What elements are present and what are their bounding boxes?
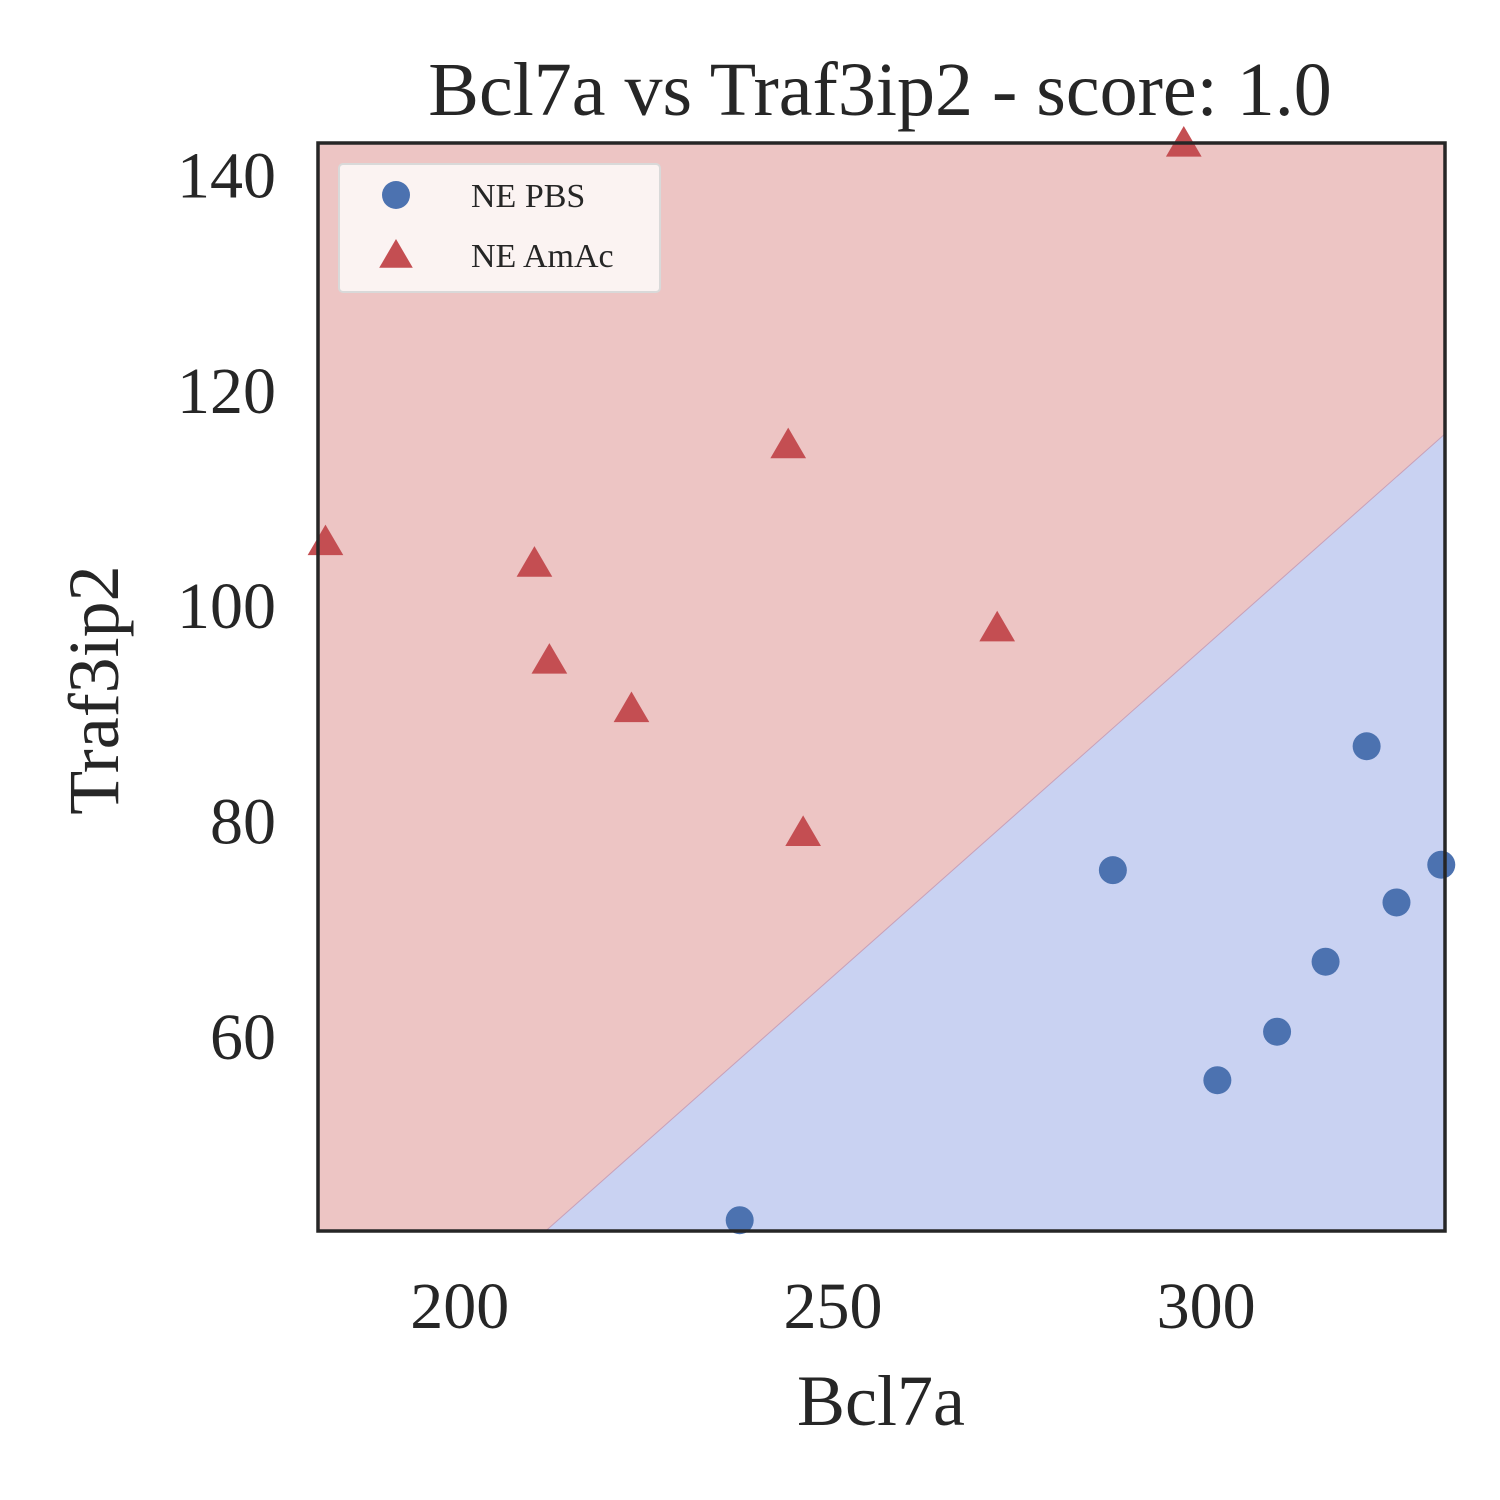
y-axis-label: Traf3ip2 <box>54 565 134 814</box>
plot-frame <box>316 141 1447 1233</box>
chart-title: Bcl7a vs Traf3ip2 - score: 1.0 <box>428 48 1331 132</box>
point-ne-pbs <box>1382 888 1411 917</box>
legend-marker-ne-amac <box>379 239 413 268</box>
point-ne-pbs <box>1427 850 1456 879</box>
decision-boundary-line <box>545 433 1445 1231</box>
legend-frame <box>338 163 661 293</box>
point-ne-amac <box>785 815 821 847</box>
point-ne-pbs <box>1311 947 1340 976</box>
y-tick-label: 60 <box>210 1001 276 1074</box>
x-tick-label: 300 <box>1157 1270 1256 1343</box>
point-ne-amac <box>516 546 553 577</box>
y-tick-label: 120 <box>177 355 276 428</box>
point-ne-amac <box>979 610 1016 642</box>
legend-label-ne-pbs: NE PBS <box>471 178 585 215</box>
y-tick-label: 80 <box>210 786 276 859</box>
point-ne-pbs <box>1352 732 1381 761</box>
legend-label-ne-amac: NE AmAc <box>471 238 614 275</box>
point-ne-pbs <box>1203 1066 1232 1095</box>
y-tick-label: 140 <box>177 139 276 212</box>
x-axis-label: Bcl7a <box>797 1361 965 1441</box>
point-ne-pbs <box>1098 856 1127 885</box>
x-tick-label: 200 <box>410 1270 509 1343</box>
point-ne-pbs <box>725 1206 754 1235</box>
legend: NE PBS NE AmAc <box>338 163 661 293</box>
point-ne-amac <box>770 427 807 459</box>
legend-marker-ne-pbs <box>382 181 410 209</box>
point-ne-amac <box>531 643 568 674</box>
point-ne-amac <box>613 691 650 723</box>
point-ne-pbs <box>1263 1017 1292 1046</box>
plot-area <box>307 126 1456 1235</box>
axis-ticks: 200 250 300 60 80 100 120 140 <box>177 139 1256 1343</box>
plot-content <box>318 143 1445 1231</box>
x-tick-label: 250 <box>783 1270 882 1343</box>
y-tick-label: 100 <box>177 570 276 643</box>
